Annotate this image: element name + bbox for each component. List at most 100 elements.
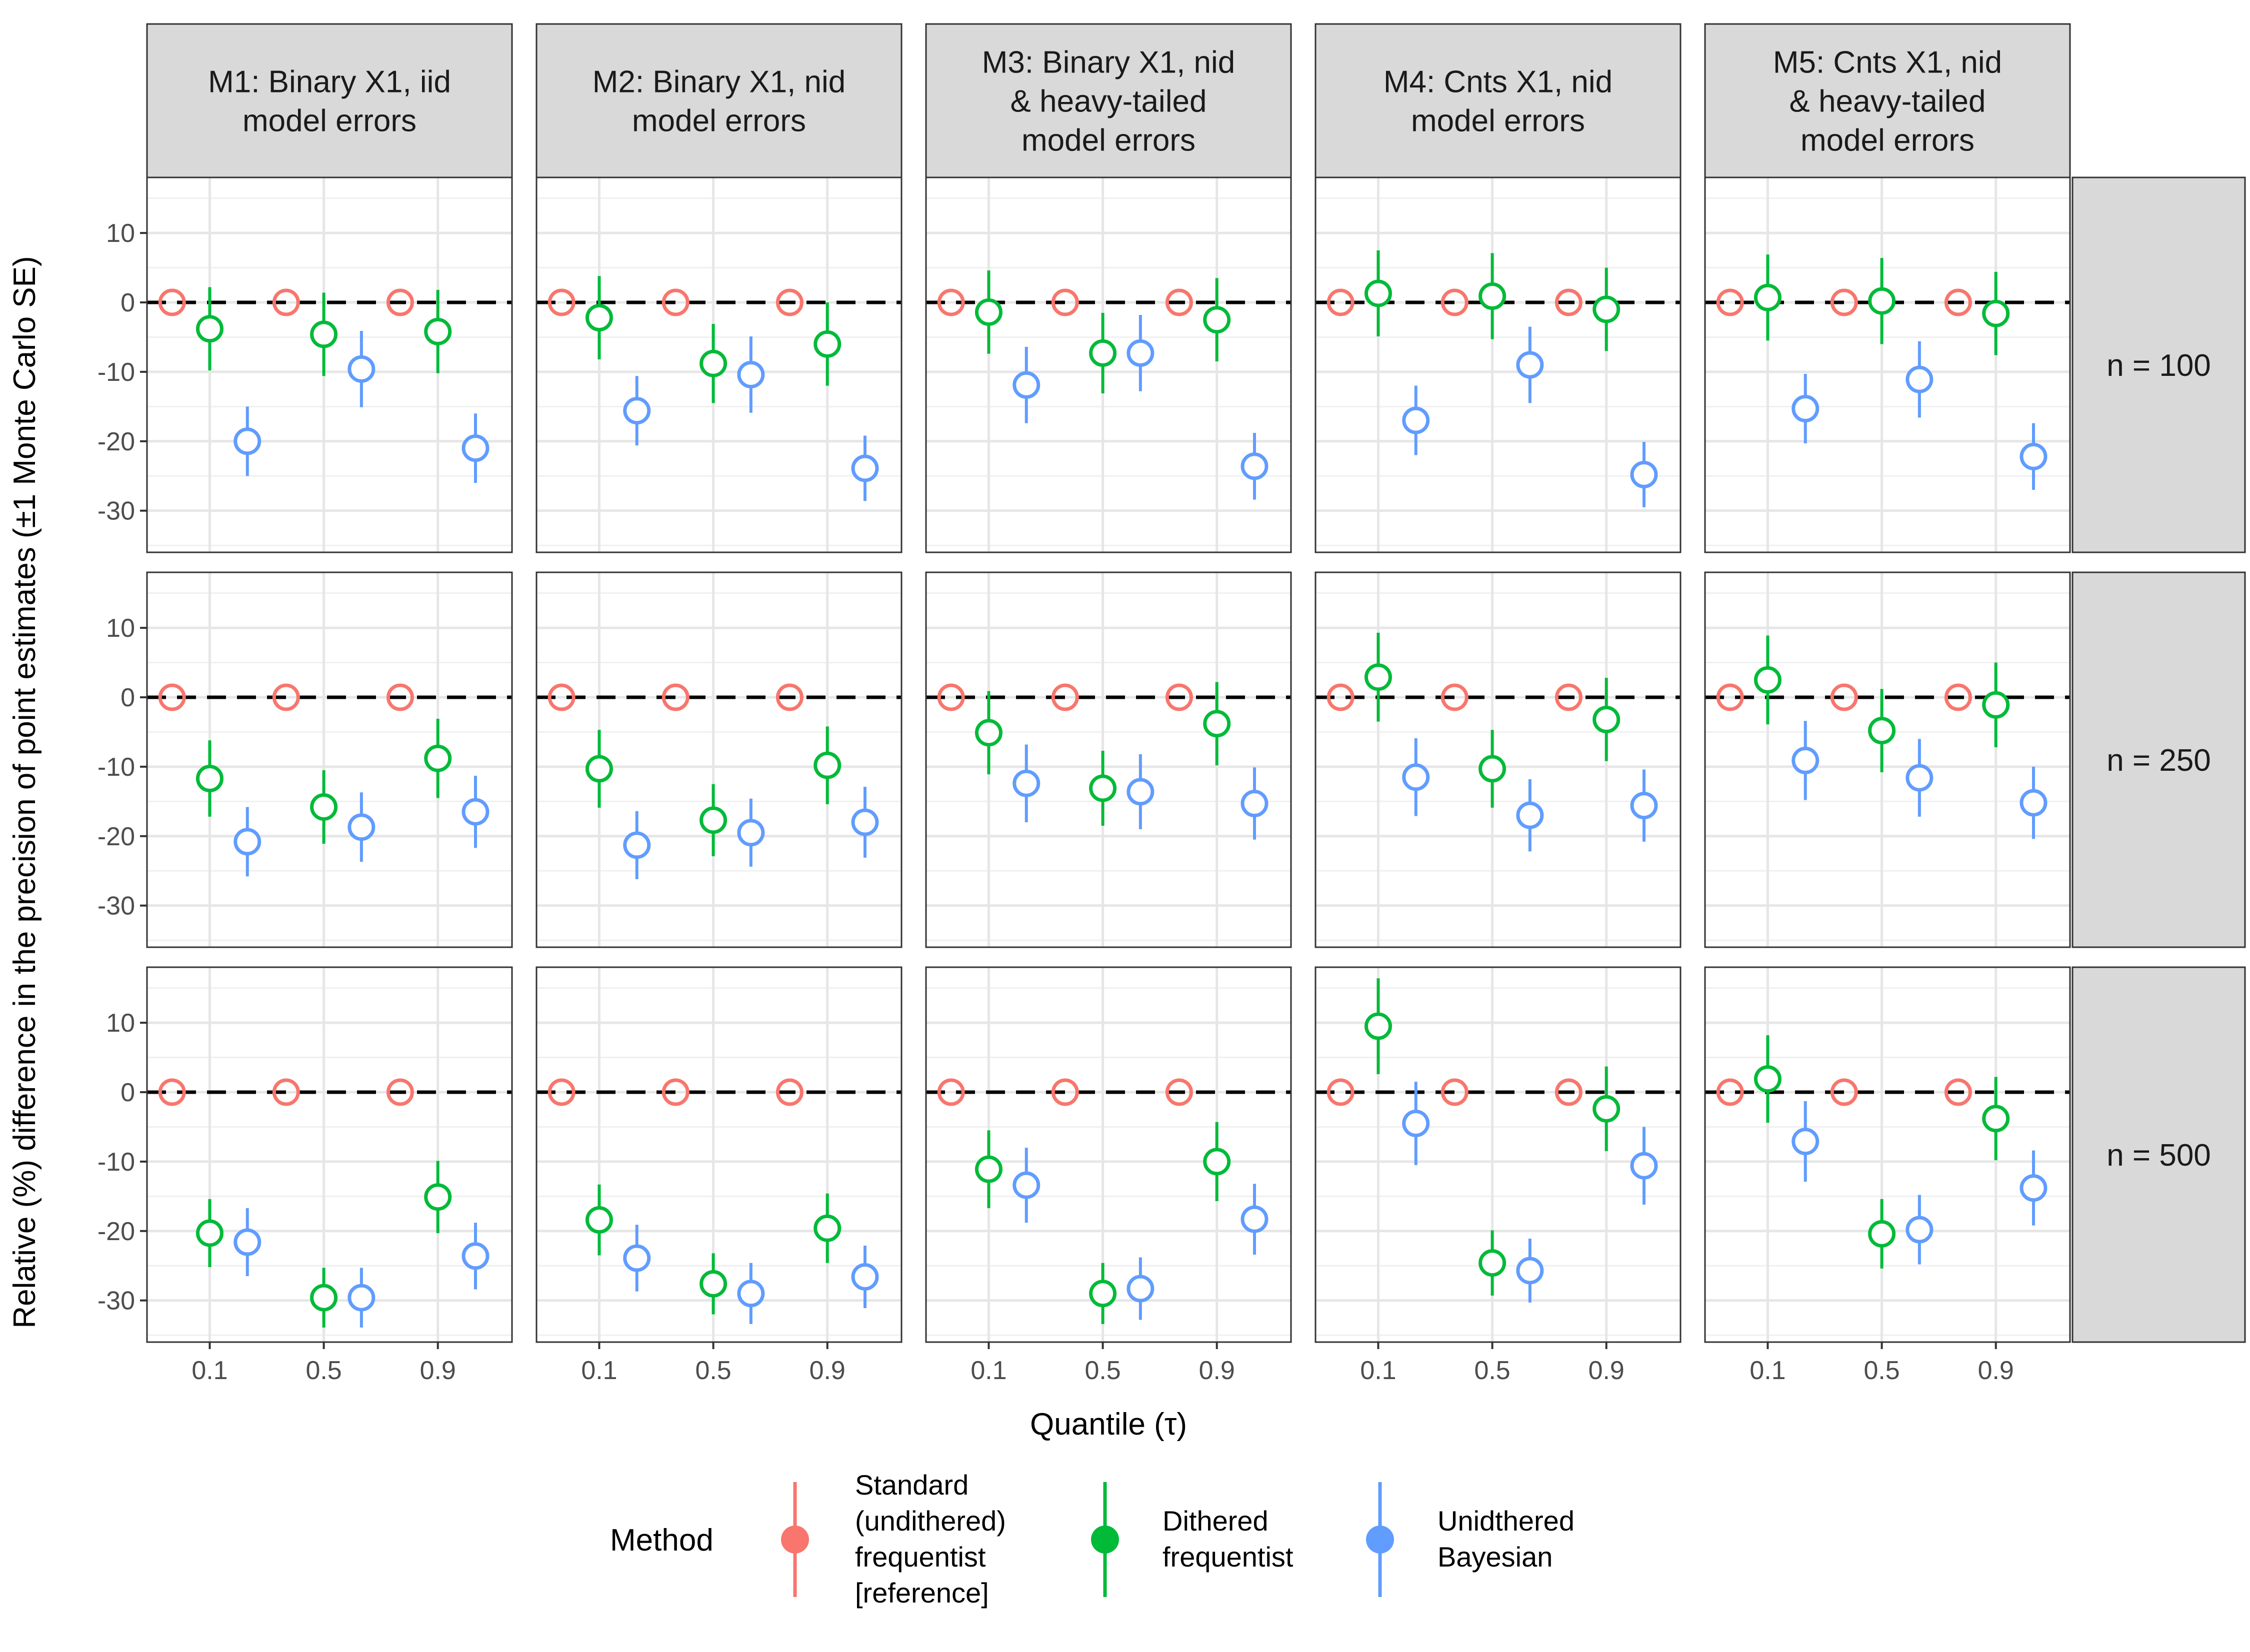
point-bayes [2020, 1174, 2048, 1202]
point-standard [548, 683, 576, 711]
column-strip-label: model errors [632, 104, 806, 138]
point-bayes [1126, 339, 1154, 367]
point-standard [776, 288, 804, 316]
point-dithered [585, 304, 613, 332]
point-dithered [1478, 282, 1506, 310]
column-strip-bg [146, 23, 513, 178]
point-bayes [1012, 769, 1040, 797]
point-bayes [1906, 1216, 1934, 1244]
point-standard [1554, 683, 1582, 711]
point-bayes [737, 360, 765, 388]
column-strip-label: M1: Binary X1, iid [208, 65, 451, 99]
point-standard [386, 288, 414, 316]
point-dithered [1364, 1012, 1392, 1040]
point-dithered [1478, 1249, 1506, 1277]
point-standard [1326, 1078, 1354, 1106]
panel-M5-n500 [1704, 966, 2071, 1343]
legend-label-line: Bayesian [1438, 1541, 1552, 1573]
x-tick-label: 0.9 [810, 1356, 846, 1385]
point-bayes [1012, 371, 1040, 399]
point-bayes [234, 828, 262, 856]
panel-M4-n250 [1314, 571, 1682, 948]
x-tick-label: 0.5 [306, 1356, 342, 1385]
point-dithered [1592, 705, 1620, 733]
x-tick-label: 0.1 [1360, 1356, 1396, 1385]
column-strip-label: M4: Cnts X1, nid [1384, 65, 1612, 99]
x-axis-M4: 0.1 0.5 0.9 [1360, 1342, 1624, 1385]
point-bayes [1402, 763, 1430, 791]
point-dithered [1089, 1280, 1117, 1308]
point-standard [662, 1078, 690, 1106]
panel-background [147, 967, 512, 1342]
legend-item-standard: Standard (undithered) frequentist [referenc… [781, 1469, 1006, 1609]
point-dithered [700, 806, 728, 834]
panel-border [146, 571, 513, 948]
row-strip-bg [2072, 966, 2246, 1343]
panel-border [146, 966, 513, 1343]
point-standard [1326, 288, 1354, 316]
panel-M2-n100 [536, 176, 902, 553]
legend-item-bayes: Unidthered Bayesian [1366, 1482, 1574, 1597]
point-dithered [310, 1284, 338, 1312]
point-bayes [1792, 1128, 1820, 1156]
y-tick-label: -20 [98, 427, 135, 456]
panel-border [536, 966, 902, 1343]
point-bayes [737, 1280, 765, 1308]
point-dithered [1982, 1105, 2010, 1133]
x-axis-M1: 0.1 0.5 0.9 [192, 1342, 456, 1385]
panel-background [1705, 967, 2070, 1342]
point-dithered [1203, 1148, 1231, 1176]
column-strip-bg [1314, 23, 1682, 178]
column-strip-label: model errors [1800, 123, 1974, 158]
panel-border [1704, 966, 2071, 1343]
column-strip-bg [1704, 23, 2071, 178]
row-strip-label: n = 100 [2106, 348, 2211, 383]
panel-M4-n100 [1314, 176, 1682, 553]
point-dithered [1754, 283, 1782, 311]
y-tick-label: -30 [98, 1287, 135, 1316]
point-dithered [1592, 1095, 1620, 1123]
y-tick-label: 10 [106, 1009, 135, 1038]
panel-border [925, 571, 1292, 948]
legend: Method Standard (undithered) frequentist [r… [610, 1469, 1574, 1609]
point-standard [776, 683, 804, 711]
panel-background [1705, 177, 2070, 552]
x-tick-label: 0.5 [1864, 1356, 1900, 1385]
point-dithered [196, 765, 224, 792]
panels-layer [146, 176, 2071, 1343]
point-standard [158, 1078, 186, 1106]
column-strip-M4: M4: Cnts X1, nid model errors [1314, 23, 1682, 178]
point-bayes [1126, 778, 1154, 806]
point-dithered [1592, 295, 1620, 323]
point-standard [1830, 288, 1858, 316]
point-bayes [1240, 1205, 1268, 1233]
point-bayes [1402, 406, 1430, 434]
point-dithered [1203, 306, 1231, 334]
y-axis-n500: 10 0 -10 -20 -30 [98, 1009, 147, 1316]
x-tick-label: 0.5 [695, 1356, 731, 1385]
legend-label-line: Unidthered [1438, 1505, 1574, 1537]
point-dithered [700, 349, 728, 377]
point-dithered [814, 751, 842, 779]
point-bayes [1516, 801, 1544, 829]
column-strip-label: model errors [242, 104, 416, 138]
legend-label-line: frequentist [1162, 1541, 1294, 1573]
point-bayes [234, 427, 262, 455]
point-bayes [623, 1244, 651, 1272]
row-strip-bg [2072, 571, 2246, 948]
row-strip-bg [2072, 176, 2246, 553]
y-tick-label: -10 [98, 358, 135, 387]
panel-background [926, 967, 1291, 1342]
panel-M2-n500 [536, 966, 902, 1343]
column-strip-M3: M3: Binary X1, nid & heavy-tailed model er… [925, 23, 1292, 178]
x-tick-label: 0.1 [192, 1356, 228, 1385]
y-tick-label: -10 [98, 1148, 135, 1177]
panel-M4-n500 [1314, 966, 1682, 1343]
point-dithered [1868, 287, 1896, 315]
point-standard [1944, 683, 1972, 711]
point-bayes [1240, 452, 1268, 480]
point-standard [1051, 288, 1079, 316]
legend-label-line: Standard [855, 1469, 968, 1501]
